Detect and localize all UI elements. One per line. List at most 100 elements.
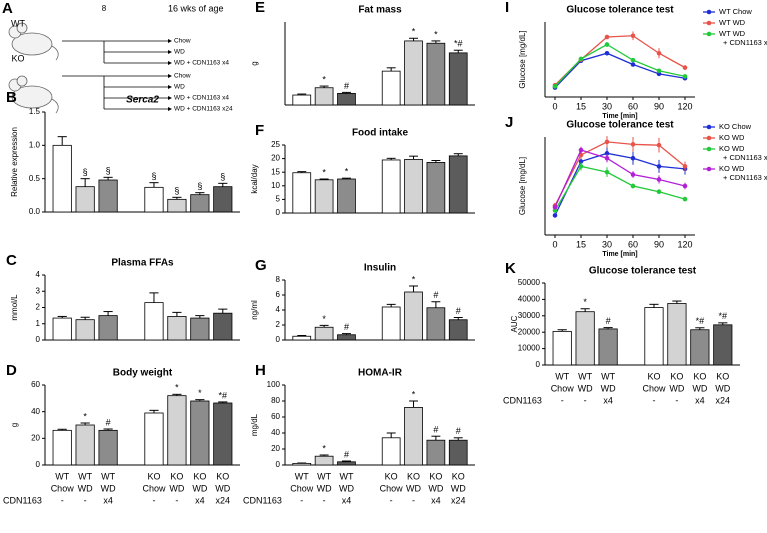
bar xyxy=(598,328,618,366)
y-tick-label: 40 xyxy=(31,407,40,416)
bar xyxy=(448,52,468,106)
y-axis-title: AUC xyxy=(510,315,519,332)
bar xyxy=(190,400,210,466)
y-tick-label: 2 xyxy=(36,303,41,312)
arrowhead xyxy=(168,39,172,43)
point xyxy=(578,159,584,164)
bar xyxy=(404,291,423,341)
x-tick-label: - xyxy=(675,395,678,405)
x-tick-label: WT xyxy=(78,471,92,481)
x-tick-label: - xyxy=(300,495,303,505)
chart-title: HOMA-IR xyxy=(358,368,403,379)
legend-marker xyxy=(706,31,712,37)
point xyxy=(604,169,610,175)
x-tick-label: 60 xyxy=(628,239,638,249)
point xyxy=(604,151,610,156)
legend-label: WT Chow xyxy=(719,7,752,16)
x-tick-label: KO xyxy=(693,371,706,381)
point xyxy=(578,164,584,169)
y-tick-label: 1 xyxy=(36,319,41,328)
y-tick-label: 20 xyxy=(271,444,280,453)
bar xyxy=(167,395,187,466)
point xyxy=(682,196,688,202)
panel-letter: A xyxy=(2,0,13,17)
y-tick-label: 5 xyxy=(276,195,281,204)
point xyxy=(578,56,584,62)
y-tick-label: 20 xyxy=(271,154,280,163)
arrowhead xyxy=(168,107,172,111)
point xyxy=(630,183,636,189)
chart-title: Glucose tolerance test xyxy=(566,5,674,16)
significance-mark: § xyxy=(83,167,88,177)
point xyxy=(552,213,558,218)
series-line xyxy=(554,149,686,208)
significance-mark: * xyxy=(412,389,416,399)
significance-mark: § xyxy=(151,171,156,181)
y-tick-label: 8 xyxy=(276,275,281,284)
treatment-label: CDN1163 xyxy=(503,395,542,405)
arrowhead xyxy=(168,85,172,89)
bar xyxy=(167,198,187,213)
x-tick-label: - xyxy=(152,495,155,505)
significance-mark: § xyxy=(106,166,111,176)
x-tick-label: WD xyxy=(692,383,707,393)
point xyxy=(604,42,610,47)
x-tick-label: x4 xyxy=(195,495,205,505)
x-tick-label: - xyxy=(652,395,655,405)
bar xyxy=(98,179,118,213)
y-tick-label: 15 xyxy=(271,167,280,176)
bar xyxy=(448,319,468,341)
significance-mark: *# xyxy=(719,311,728,321)
x-axis-title: Time [min] xyxy=(602,113,637,120)
y-tick-label: 4 xyxy=(36,270,41,279)
series-line xyxy=(554,165,686,211)
x-tick-label: x4 xyxy=(431,495,441,505)
panel-letter: K xyxy=(505,260,516,277)
y-tick-label: 4 xyxy=(276,305,281,314)
legend-marker xyxy=(706,146,712,152)
bar xyxy=(426,162,446,214)
point xyxy=(630,155,636,161)
x-tick-label: Chow xyxy=(142,483,166,493)
point xyxy=(656,189,662,195)
point xyxy=(604,139,610,145)
bar xyxy=(314,179,334,214)
x-tick-label: x24 xyxy=(716,395,731,405)
bar xyxy=(52,429,72,466)
bar xyxy=(337,461,356,466)
x-tick-label: WT xyxy=(555,371,569,381)
y-tick-label: 1.5 xyxy=(29,107,41,116)
chart-title: Glucose tolerance test xyxy=(566,120,674,131)
y-axis-title: mg/dL xyxy=(250,413,259,436)
y-axis-title: ng/ml xyxy=(250,300,259,320)
y-tick-label: 0 xyxy=(36,335,41,344)
significance-mark: # xyxy=(433,290,438,300)
legend-label: WT WD xyxy=(719,29,746,38)
y-tick-label: 0.0 xyxy=(29,207,41,216)
point xyxy=(604,50,610,56)
legend-label: + CDN1163 x4 xyxy=(723,153,767,162)
treatment-label: CDN1163 xyxy=(3,495,42,505)
bar xyxy=(404,406,423,466)
y-tick-label: 30000 xyxy=(518,311,541,320)
bar xyxy=(213,186,233,213)
significance-mark: # xyxy=(344,81,349,91)
significance-mark: * xyxy=(412,27,416,37)
point xyxy=(682,164,688,169)
significance-mark: # xyxy=(456,306,461,316)
arm-label: Chow xyxy=(174,73,191,80)
x-tick-label: - xyxy=(561,395,564,405)
x-tick-label: - xyxy=(175,495,178,505)
series-line xyxy=(554,52,686,89)
y-tick-label: 60 xyxy=(31,380,40,389)
significance-mark: * xyxy=(322,167,326,177)
ko-mouse-icon xyxy=(8,75,59,114)
y-tick-label: 6 xyxy=(276,290,281,299)
x-tick-label: KO xyxy=(429,471,442,481)
bar xyxy=(314,326,334,341)
point xyxy=(630,57,636,63)
x-tick-label: x4 xyxy=(603,395,613,405)
panel-letter: J xyxy=(505,114,513,131)
x-tick-label: KO xyxy=(170,471,183,481)
y-tick-label: 10 xyxy=(271,181,280,190)
